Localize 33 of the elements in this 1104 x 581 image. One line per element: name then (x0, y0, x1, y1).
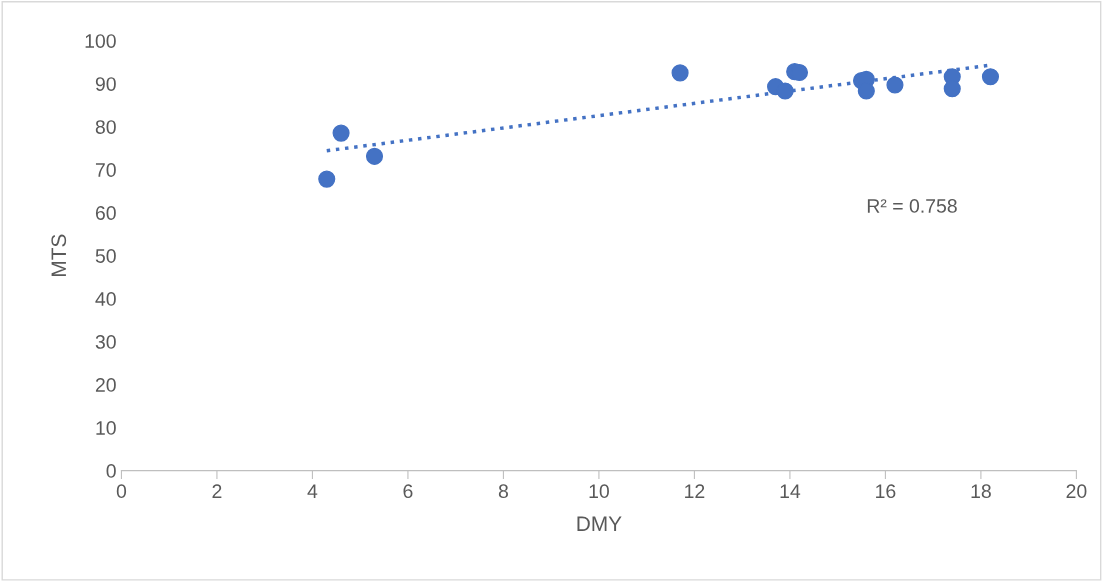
x-tick-label: 8 (498, 484, 508, 499)
x-tick-label: 18 (971, 484, 991, 499)
x-tick-label: 14 (780, 484, 801, 498)
point (886, 76, 904, 94)
annotation: R² = 0.758 (867, 199, 957, 213)
x-tick-label: 2 (212, 484, 222, 498)
y-tick-label: 50 (95, 249, 116, 263)
y-tick-label: 90 (95, 77, 116, 91)
x-axis-title: DMY (577, 516, 622, 531)
y-tick-label: 20 (95, 378, 116, 392)
x-tick-label: 0 (116, 484, 127, 499)
y-axis-title: MTS (51, 234, 67, 276)
x-tick-label: 4 (307, 484, 318, 498)
y-tick-label: 30 (95, 335, 116, 349)
x-tick-label: 20 (1066, 484, 1087, 499)
x-tick-label: 10 (589, 484, 609, 499)
y-tick-label: 0 (106, 464, 116, 478)
y-tick-label: 100 (85, 34, 116, 48)
x-tick-label: 16 (876, 484, 896, 499)
y-tick-label: 70 (95, 163, 116, 177)
point (776, 82, 794, 100)
y-tick-label: 10 (96, 421, 116, 435)
point (943, 80, 961, 98)
point (318, 170, 336, 188)
x-tick-label: 6 (403, 484, 413, 499)
point (671, 64, 689, 82)
y-tick-label: 80 (95, 120, 116, 134)
x-tick-label: 12 (685, 484, 705, 498)
point (332, 124, 350, 142)
y-tick-label: 60 (95, 206, 116, 220)
point (365, 147, 384, 165)
y-tick-label: 40 (95, 292, 116, 306)
point (981, 68, 1000, 86)
